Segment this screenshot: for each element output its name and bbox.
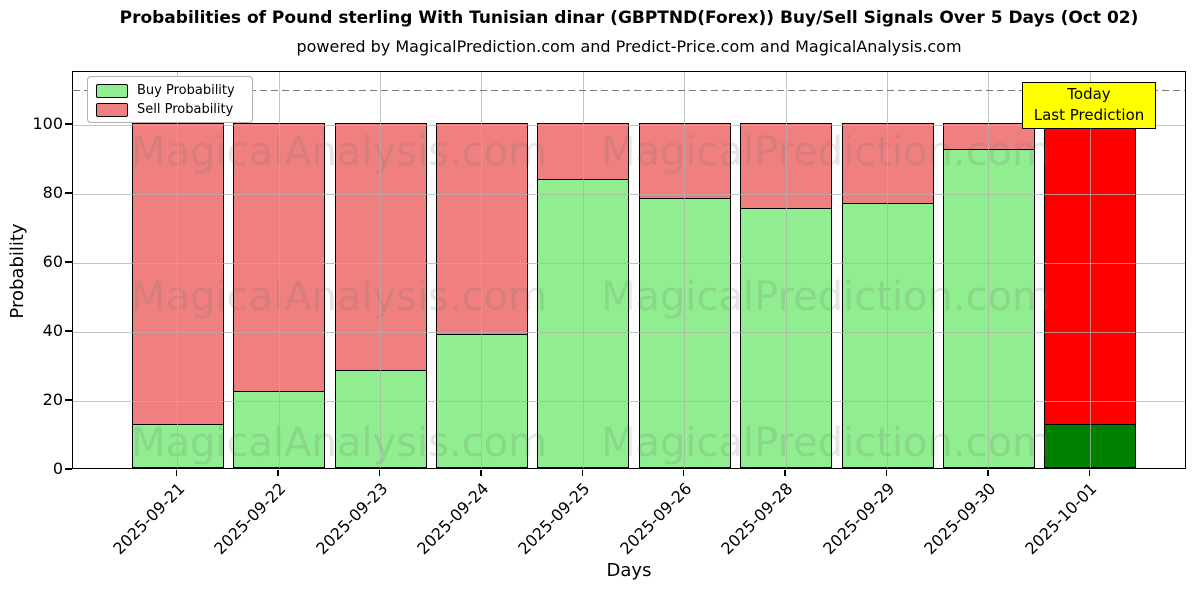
watermark-text: MagicalPrediction.com xyxy=(601,420,1051,466)
sell-probability-swatch-icon xyxy=(96,102,128,117)
vertical-gridline xyxy=(380,72,381,468)
vertical-gridline xyxy=(582,72,584,468)
today-annotation-line2: Last Prediction xyxy=(1033,106,1145,124)
dashed-threshold-line xyxy=(73,89,1185,92)
x-tick-mark xyxy=(175,470,178,476)
chart-title: Probabilities of Pound sterling With Tun… xyxy=(119,8,1139,28)
chart-subtitle: powered by MagicalPrediction.com and Pre… xyxy=(296,37,962,56)
vertical-gridline xyxy=(1089,72,1091,468)
legend-label-buy: Buy Probability xyxy=(137,83,235,98)
y-tick-label: 20 xyxy=(42,390,63,410)
legend-item-sell: Sell Probability xyxy=(96,102,244,117)
y-tick-mark xyxy=(65,330,72,332)
y-tick-mark xyxy=(65,123,72,125)
x-tick-mark xyxy=(277,470,279,476)
today-annotation: Today Last Prediction xyxy=(1022,82,1156,129)
watermark-text: MagicalAnalysis.com xyxy=(131,129,548,175)
x-tick-mark xyxy=(784,470,786,476)
vertical-gridline xyxy=(481,72,483,468)
watermark-text: MagicalAnalysis.com xyxy=(131,420,548,466)
vertical-gridline xyxy=(177,72,179,468)
y-tick-mark xyxy=(65,399,72,401)
y-tick-label: 80 xyxy=(42,183,63,203)
x-tick-mark xyxy=(480,470,482,476)
x-tick-mark xyxy=(378,470,381,476)
watermark-text: MagicalPrediction.com xyxy=(601,274,1051,320)
horizontal-gridline xyxy=(73,331,1185,333)
y-tick-label: 0 xyxy=(52,459,63,478)
horizontal-gridline xyxy=(73,400,1185,402)
x-tick-mark xyxy=(885,470,888,476)
watermark-text: MagicalAnalysis.com xyxy=(131,274,548,320)
y-tick-mark xyxy=(65,468,72,470)
x-axis-label: Days xyxy=(606,560,652,581)
x-tick-mark xyxy=(987,470,989,476)
legend-label-sell: Sell Probability xyxy=(137,102,234,117)
watermark-text: MagicalPrediction.com xyxy=(601,129,1051,175)
y-tick-mark xyxy=(65,261,72,263)
vertical-gridline xyxy=(278,72,280,468)
vertical-gridline xyxy=(887,72,888,468)
y-tick-label: 100 xyxy=(32,114,63,134)
buy-probability-swatch-icon xyxy=(96,83,128,98)
y-tick-label: 40 xyxy=(42,321,63,341)
plot-area: MagicalAnalysis.com MagicalPrediction.com… xyxy=(72,71,1186,469)
y-tick-label: 60 xyxy=(42,252,63,272)
vertical-gridline xyxy=(785,72,787,468)
legend-item-buy: Buy Probability xyxy=(96,83,244,98)
x-tick-mark xyxy=(581,470,584,476)
x-tick-mark xyxy=(1088,470,1091,476)
y-tick-mark xyxy=(65,192,72,194)
vertical-gridline xyxy=(684,72,686,468)
horizontal-gridline xyxy=(73,193,1185,195)
legend: Buy Probability Sell Probability xyxy=(87,76,253,123)
vertical-gridline xyxy=(988,72,990,468)
horizontal-gridline xyxy=(73,262,1185,264)
today-annotation-line1: Today xyxy=(1067,85,1111,103)
x-tick-mark xyxy=(682,470,685,476)
horizontal-gridline xyxy=(73,124,1185,126)
